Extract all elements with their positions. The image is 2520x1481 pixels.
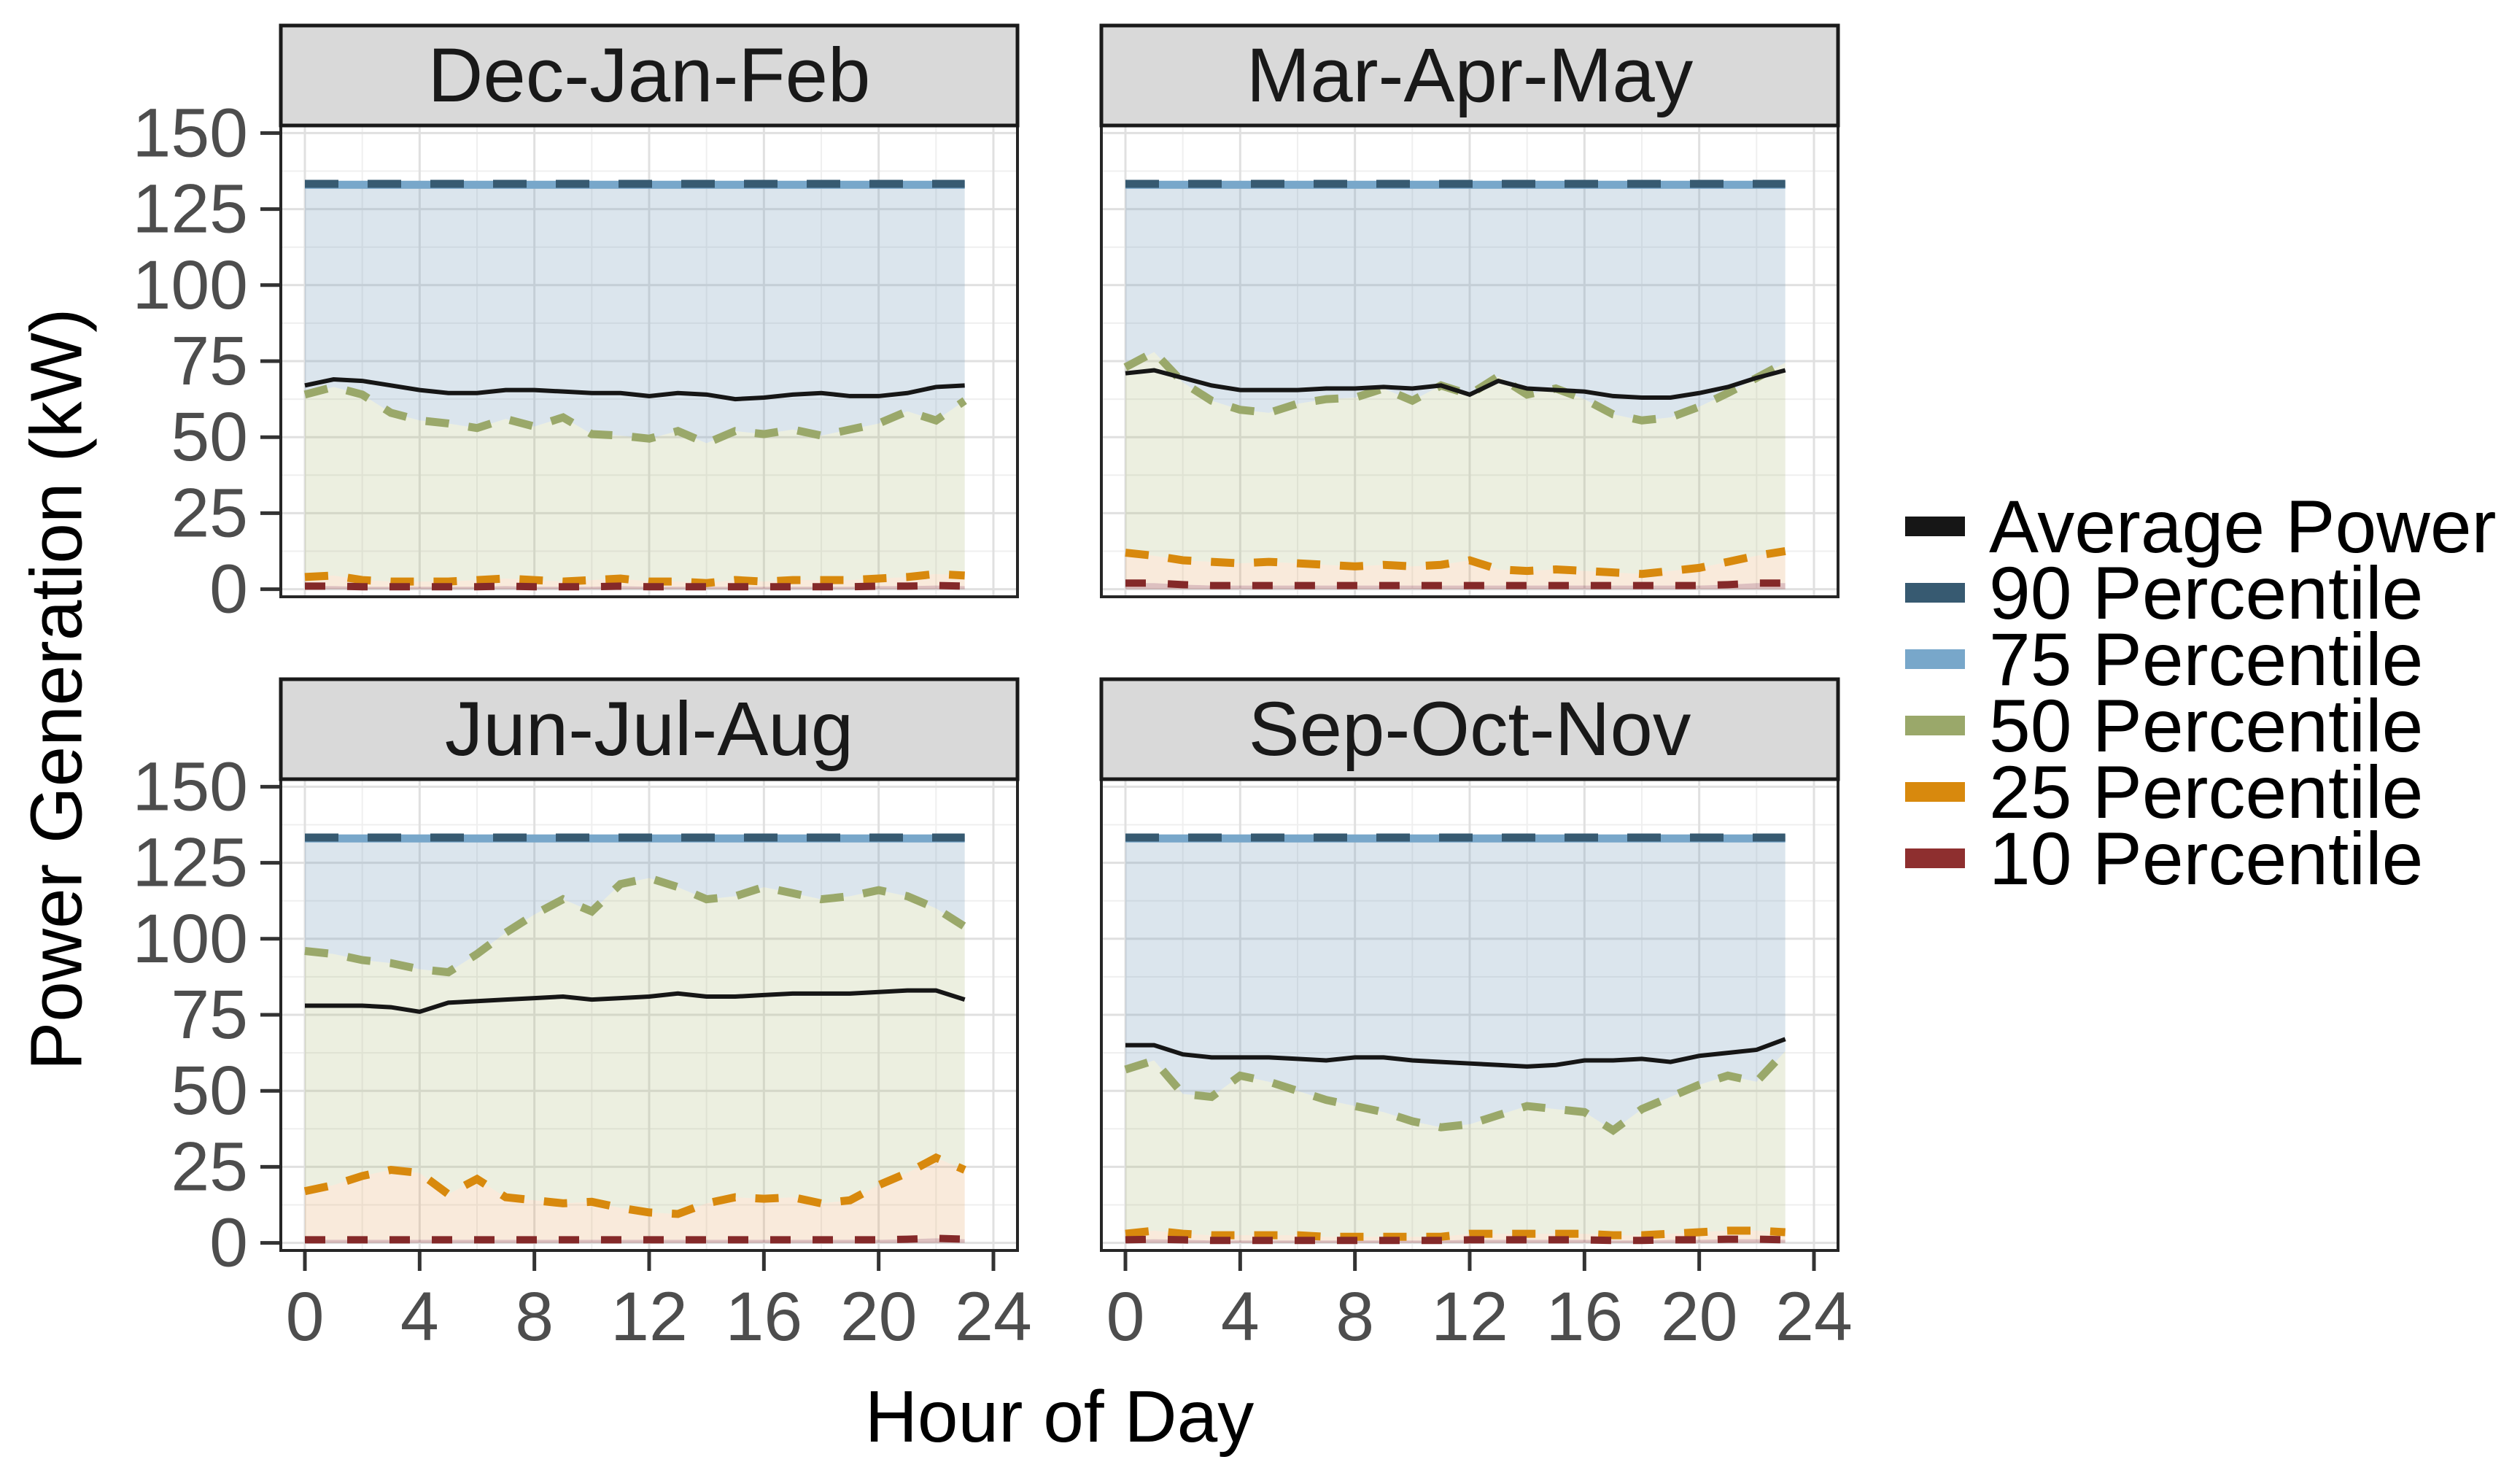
series-average-line (305, 988, 966, 1014)
y-tick-label: 25 (171, 1128, 248, 1205)
legend-item: 75 Percentile (1905, 622, 2497, 697)
x-tick-label: 16 (1546, 1278, 1623, 1356)
band-p25-p50 (305, 387, 965, 584)
y-tick-label: 150 (132, 94, 248, 171)
y-tick-label: 50 (171, 398, 248, 476)
legend-label: 25 Percentile (1989, 750, 2424, 834)
y-tick-label: 75 (171, 976, 248, 1053)
x-tick-label: 12 (1431, 1278, 1508, 1356)
panel-title-mar-apr-may: Mar-Apr-May (1247, 33, 1694, 118)
band-0-p10 (305, 585, 965, 589)
y-tick-label: 0 (209, 551, 248, 628)
band-p25-p50 (1125, 1051, 1786, 1237)
x-tick-label: 24 (955, 1278, 1032, 1356)
x-tick-label: 8 (1335, 1278, 1374, 1356)
x-tick-label: 0 (1106, 1278, 1145, 1356)
band-p25-p50 (305, 878, 965, 1214)
legend-label: 75 Percentile (1989, 617, 2424, 701)
legend-item: 10 Percentile (1905, 821, 2497, 896)
band-p50-p75 (305, 185, 965, 444)
legend-swatch-90-percentile (1905, 583, 1965, 603)
x-tick-label: 20 (840, 1278, 918, 1356)
x-axis-title: Hour of Day (864, 1376, 1255, 1458)
y-tick-label: 50 (171, 1052, 248, 1129)
y-tick-label: 0 (209, 1204, 248, 1282)
y-tick-label: 125 (132, 171, 248, 248)
band-p10-p25 (1125, 551, 1786, 586)
x-tick-label: 4 (1221, 1278, 1260, 1356)
band-0-p10 (1125, 583, 1786, 589)
legend-item: Average Power (1905, 490, 2497, 564)
legend-label: 90 Percentile (1989, 551, 2424, 635)
y-tick-label: 125 (132, 824, 248, 902)
x-tick-label: 16 (725, 1278, 802, 1356)
band-p10-p25 (305, 1157, 965, 1240)
x-tick-label: 0 (286, 1278, 325, 1356)
panel-title-sep-oct-nov: Sep-Oct-Nov (1249, 687, 1691, 772)
legend-label: 10 Percentile (1989, 816, 2424, 900)
band-0-p10 (1125, 1239, 1786, 1243)
legend-item: 90 Percentile (1905, 556, 2497, 630)
legend-swatch-75-percentile (1905, 649, 1965, 669)
band-p50-p75 (1125, 185, 1786, 421)
x-tick-label: 12 (610, 1278, 688, 1356)
y-axis-title: Power Generation (kW) (15, 308, 98, 1071)
y-tick-label: 150 (132, 748, 248, 825)
panel-strip (1099, 23, 1840, 128)
band-0-p10 (305, 1238, 965, 1243)
x-tick-label: 20 (1661, 1278, 1738, 1356)
series-average-line (1125, 1037, 1786, 1069)
legend-label: Average Power (1989, 484, 2497, 568)
x-tick-label: 24 (1775, 1278, 1853, 1356)
panel-title-dec-jan-feb: Dec-Jan-Feb (428, 33, 871, 118)
legend-swatch-average-power (1905, 517, 1965, 536)
series-p50-line (303, 382, 967, 448)
y-tick-label: 75 (171, 322, 248, 400)
legend-swatch-50-percentile (1905, 716, 1965, 735)
panel-strip (279, 23, 1020, 128)
series-p50-line (304, 873, 967, 977)
panel-strip (1099, 677, 1840, 781)
y-tick-label: 25 (171, 474, 248, 552)
legend-item: 25 Percentile (1905, 755, 2497, 830)
series-average-line (1125, 368, 1786, 401)
legend-swatch-10-percentile (1905, 848, 1965, 868)
legend-item: 50 Percentile (1905, 689, 2497, 763)
legend-label: 50 Percentile (1989, 684, 2424, 767)
legend-swatch-25-percentile (1905, 782, 1965, 802)
panel-strip (279, 677, 1020, 781)
y-tick-label: 100 (132, 900, 248, 978)
legend: Average Power 90 Percentile 75 Percentil… (1905, 490, 2497, 896)
x-tick-label: 8 (515, 1278, 554, 1356)
band-p50-p75 (305, 838, 965, 972)
x-tick-label: 4 (400, 1278, 439, 1356)
panel-title-jun-jul-aug: Jun-Jul-Aug (445, 687, 853, 772)
series-p50-line (1124, 1048, 1788, 1136)
series-average-line (304, 376, 965, 402)
series-p25-line (303, 1153, 966, 1218)
y-tick-label: 100 (132, 247, 248, 324)
